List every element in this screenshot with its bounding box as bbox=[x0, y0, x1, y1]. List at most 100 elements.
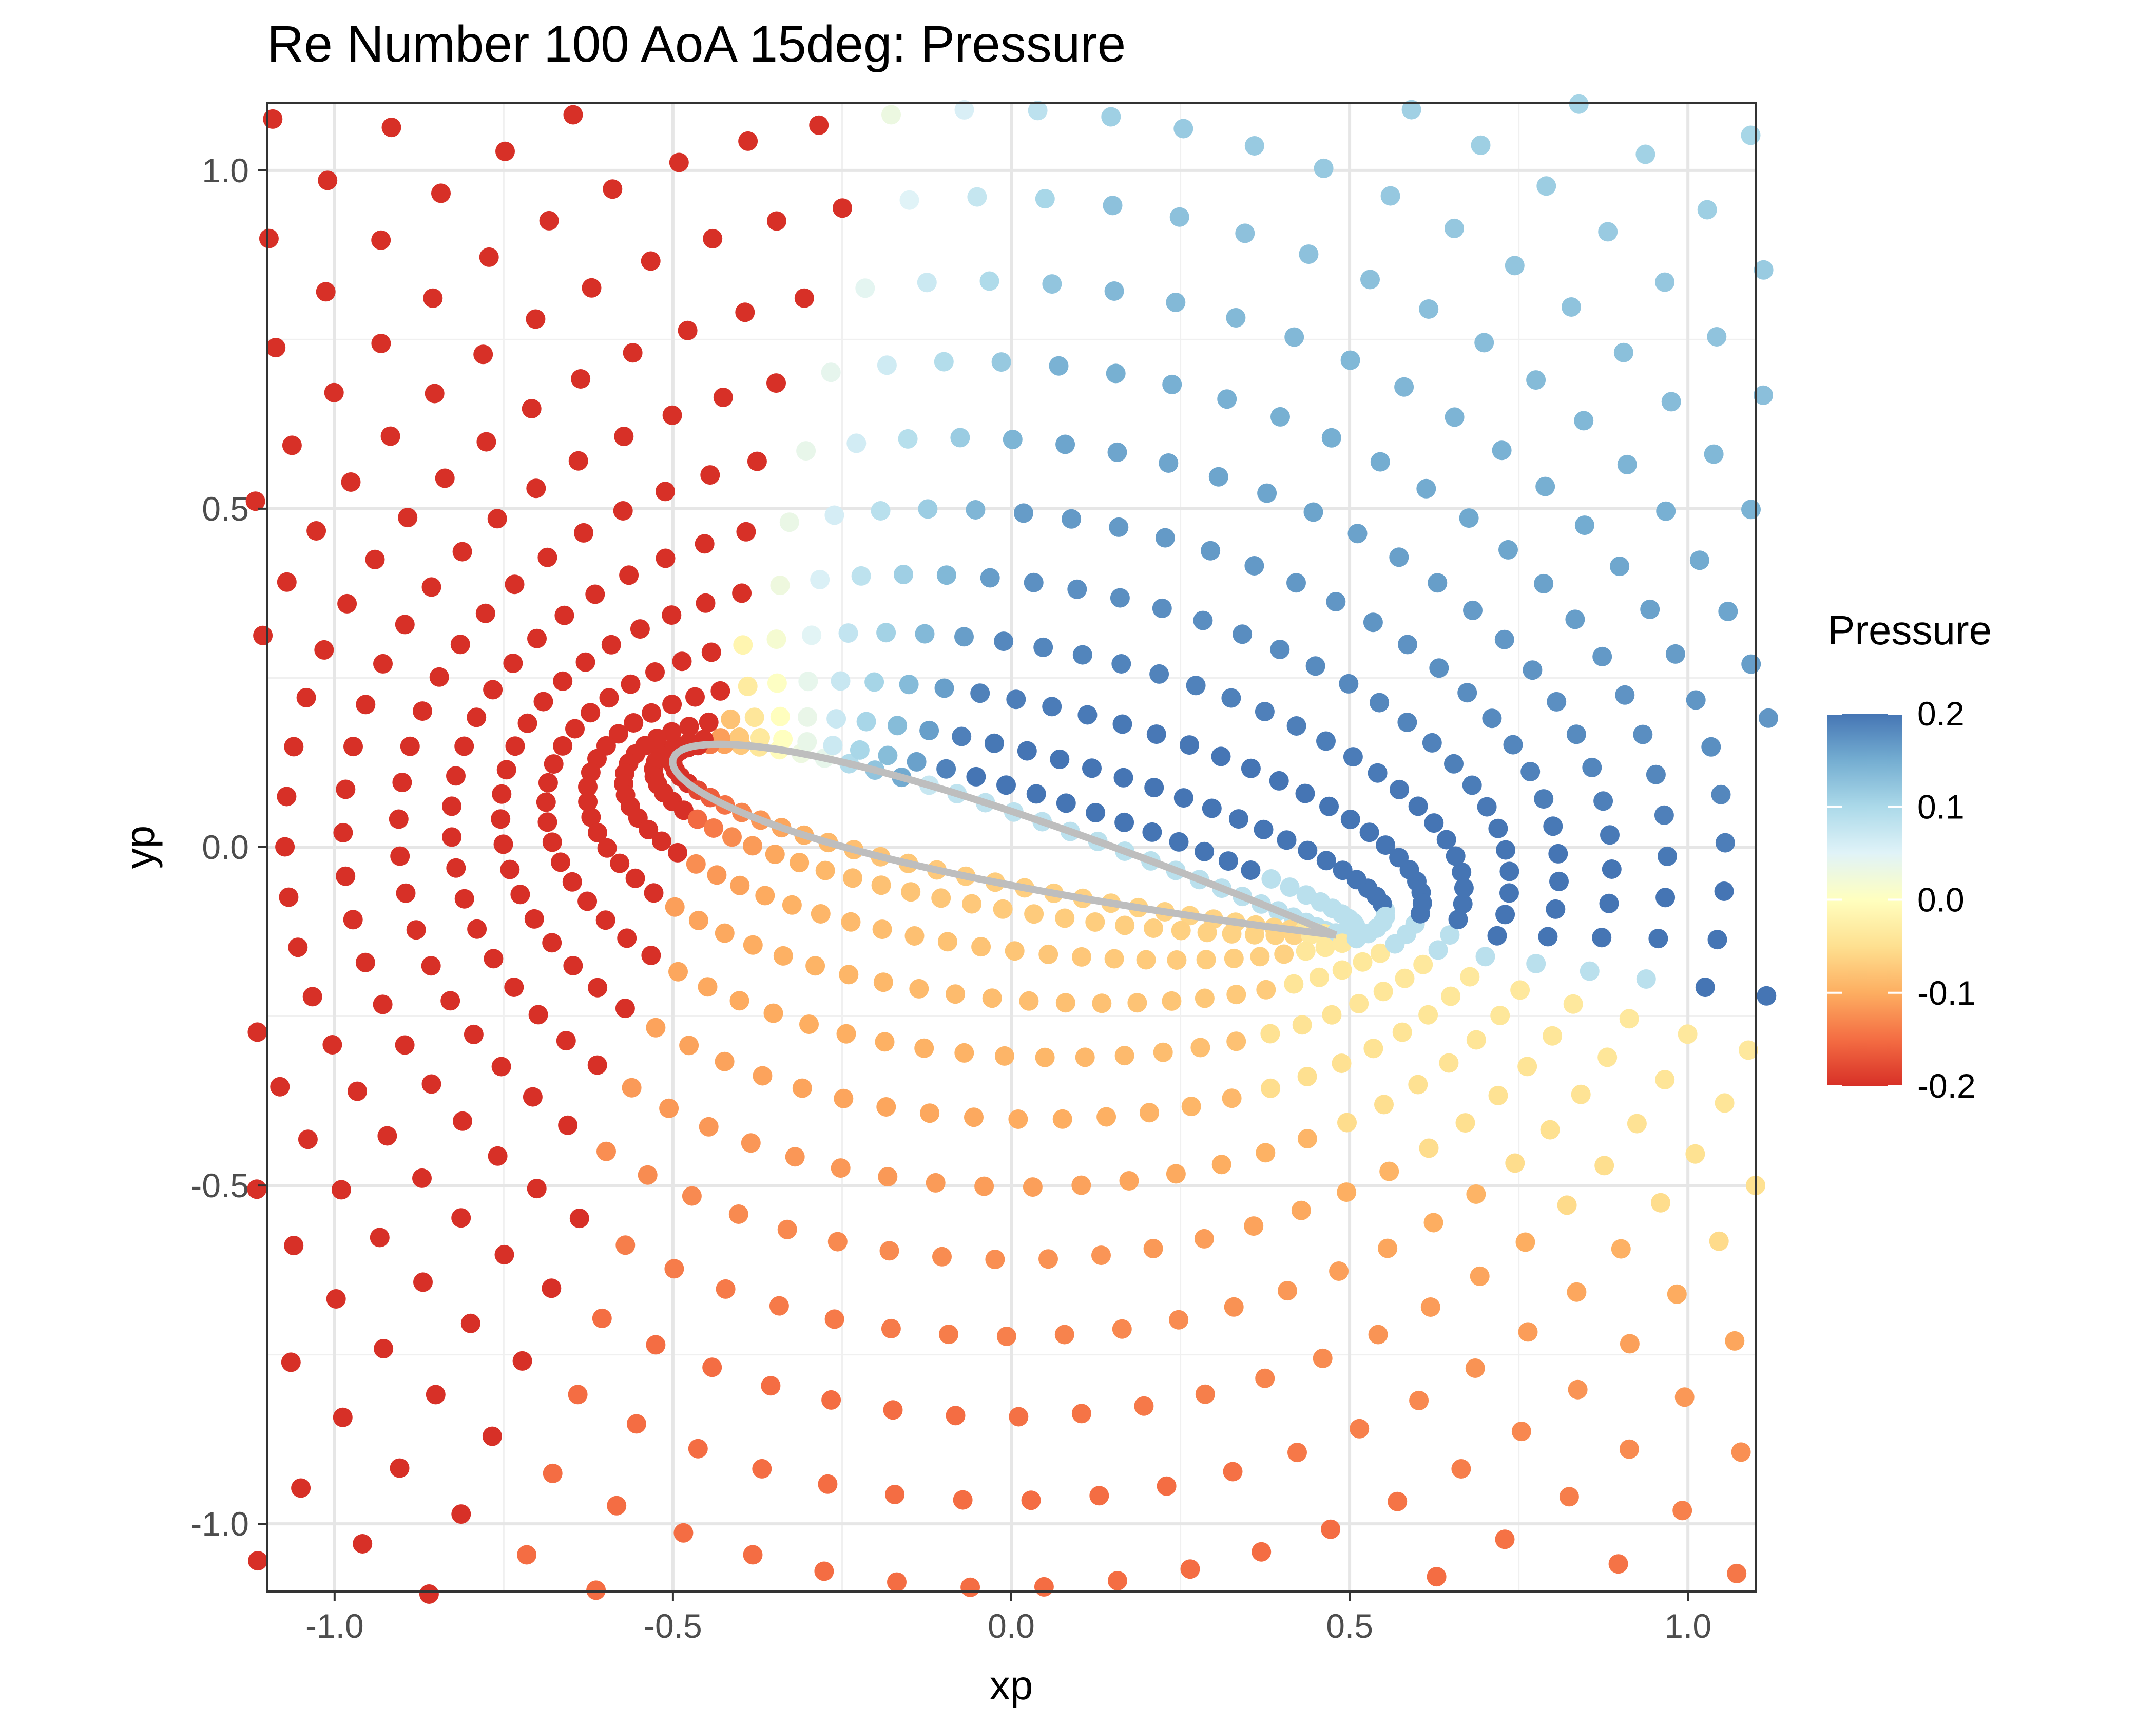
data-point bbox=[558, 1115, 578, 1135]
data-point bbox=[625, 868, 645, 888]
data-point bbox=[1217, 389, 1237, 409]
data-point bbox=[1033, 637, 1053, 657]
data-point bbox=[1711, 784, 1731, 804]
data-point bbox=[1741, 125, 1761, 145]
data-point bbox=[668, 842, 687, 862]
legend-title: Pressure bbox=[1827, 607, 1992, 653]
data-point bbox=[704, 818, 724, 838]
data-point bbox=[646, 1018, 666, 1038]
data-point bbox=[599, 688, 619, 708]
data-point bbox=[421, 577, 441, 597]
data-point bbox=[1038, 944, 1058, 964]
data-point bbox=[979, 271, 999, 291]
data-point bbox=[753, 1066, 773, 1086]
data-point bbox=[1413, 954, 1433, 974]
data-point bbox=[365, 549, 385, 569]
data-point bbox=[1582, 757, 1602, 777]
data-point bbox=[247, 1179, 267, 1199]
data-point bbox=[821, 1390, 841, 1410]
data-point bbox=[1162, 374, 1182, 394]
data-point bbox=[510, 885, 530, 905]
data-point bbox=[453, 1111, 472, 1131]
data-point bbox=[551, 852, 570, 872]
data-point bbox=[1224, 1297, 1244, 1317]
data-point bbox=[1741, 654, 1761, 674]
data-point bbox=[953, 1490, 973, 1510]
data-point bbox=[619, 565, 639, 585]
data-point bbox=[512, 1351, 532, 1371]
data-point bbox=[1211, 746, 1231, 766]
data-point bbox=[1223, 1462, 1243, 1482]
data-point bbox=[1005, 941, 1025, 961]
data-point bbox=[1419, 299, 1439, 319]
data-point bbox=[1546, 899, 1566, 919]
data-point bbox=[1363, 612, 1383, 632]
data-point bbox=[1360, 270, 1380, 290]
data-point bbox=[1658, 846, 1677, 866]
data-point bbox=[1494, 629, 1514, 649]
y-tick-label: -1.0 bbox=[190, 1505, 249, 1543]
legend-label: -0.1 bbox=[1917, 974, 1976, 1012]
data-point bbox=[1353, 952, 1373, 972]
data-point bbox=[1395, 968, 1415, 988]
data-point bbox=[1226, 1031, 1246, 1051]
data-point bbox=[1254, 819, 1274, 839]
data-point bbox=[523, 1087, 543, 1107]
data-point bbox=[1466, 1184, 1486, 1204]
data-point bbox=[1741, 500, 1761, 520]
data-point bbox=[505, 736, 525, 756]
data-point bbox=[484, 949, 504, 969]
data-point bbox=[575, 652, 595, 672]
data-point bbox=[1518, 1322, 1538, 1342]
data-point bbox=[1370, 943, 1390, 963]
data-point bbox=[288, 937, 308, 957]
data-point bbox=[517, 713, 537, 733]
data-point bbox=[1440, 925, 1460, 945]
data-point bbox=[964, 1107, 984, 1127]
data-point bbox=[1050, 749, 1070, 769]
data-point bbox=[855, 278, 875, 298]
data-point bbox=[1284, 327, 1304, 347]
data-point bbox=[1580, 961, 1600, 981]
data-point bbox=[314, 640, 334, 660]
data-point bbox=[974, 1176, 994, 1196]
data-point bbox=[1427, 1567, 1447, 1587]
data-point bbox=[967, 187, 987, 207]
data-point bbox=[1055, 434, 1075, 454]
data-point bbox=[588, 977, 608, 998]
data-point bbox=[1226, 308, 1246, 328]
data-point bbox=[702, 1357, 722, 1377]
data-point bbox=[888, 716, 908, 736]
data-point bbox=[1106, 363, 1126, 384]
data-point bbox=[495, 141, 515, 161]
data-point bbox=[1173, 119, 1194, 139]
data-point bbox=[395, 615, 415, 635]
data-point bbox=[682, 1186, 702, 1206]
data-point bbox=[1471, 135, 1491, 155]
data-point bbox=[1416, 478, 1436, 499]
data-point bbox=[970, 683, 990, 703]
data-point bbox=[419, 1584, 439, 1604]
data-point bbox=[479, 247, 499, 267]
data-point bbox=[336, 779, 356, 799]
data-point bbox=[1316, 731, 1336, 751]
data-point bbox=[277, 572, 297, 592]
data-point bbox=[395, 1035, 415, 1055]
data-point bbox=[1228, 809, 1248, 829]
data-point bbox=[984, 733, 1004, 753]
data-point bbox=[1241, 860, 1261, 880]
data-point bbox=[743, 1545, 763, 1565]
data-point bbox=[517, 1545, 537, 1565]
data-point bbox=[1674, 1387, 1695, 1407]
data-point bbox=[917, 273, 937, 293]
data-point bbox=[1092, 993, 1112, 1013]
data-point bbox=[952, 726, 972, 746]
data-point bbox=[1655, 272, 1675, 292]
data-point bbox=[996, 775, 1016, 795]
data-point bbox=[1495, 905, 1515, 925]
data-point bbox=[1026, 784, 1046, 804]
data-point bbox=[901, 882, 921, 902]
data-point bbox=[1180, 735, 1199, 755]
data-point bbox=[833, 198, 852, 218]
data-point bbox=[1096, 1107, 1116, 1127]
